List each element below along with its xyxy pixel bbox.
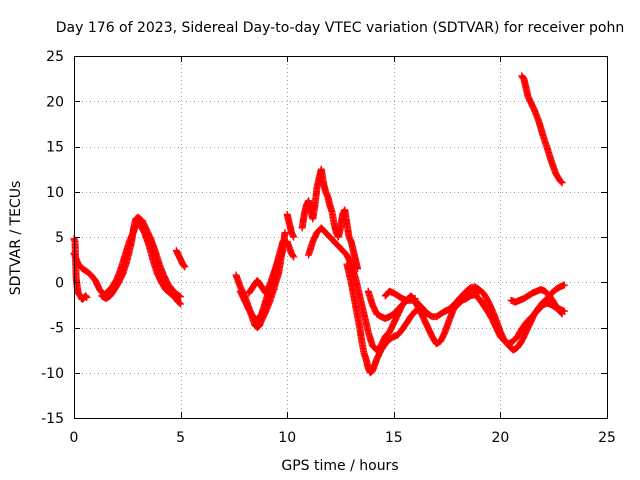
y-axis-label: SDTVAR / TECUs xyxy=(8,181,24,296)
data-marker xyxy=(180,262,188,270)
data-marker xyxy=(176,299,184,307)
series-arc-9 xyxy=(283,210,298,241)
data-point xyxy=(558,310,566,318)
data-point xyxy=(281,228,289,236)
y-tick-label: 20 xyxy=(46,94,64,110)
y-tick-label: -5 xyxy=(50,321,64,337)
series-arc-3 xyxy=(98,213,185,303)
data-point xyxy=(177,300,185,308)
y-tick-label: -10 xyxy=(41,366,64,382)
data-point xyxy=(177,293,185,301)
x-tick-label: 25 xyxy=(598,430,616,446)
axis-ticks: 0 5 10 15 20 25 -15 -10 -5 0 5 10 15 20 25 xyxy=(41,49,616,446)
data-marker xyxy=(557,309,565,317)
series-arc-12 xyxy=(305,224,419,354)
x-tick-label: 0 xyxy=(70,430,79,446)
x-tick-label: 20 xyxy=(491,430,509,446)
data-point xyxy=(181,263,189,271)
data-point xyxy=(270,285,278,293)
series-arc-7 xyxy=(245,247,287,297)
x-tick-label: 5 xyxy=(176,430,185,446)
series-arc-19 xyxy=(518,72,566,187)
y-tick-label: 15 xyxy=(46,140,64,156)
series-arc-15 xyxy=(381,287,419,304)
series-arc-17 xyxy=(445,291,568,348)
data-marker xyxy=(557,178,565,186)
x-axis-label: GPS time / hours xyxy=(281,458,398,474)
data-point xyxy=(290,253,298,261)
y-tick-label: 5 xyxy=(55,230,64,246)
data-point xyxy=(290,233,298,241)
y-tick-label: 0 xyxy=(55,275,64,291)
series-arc-11 xyxy=(298,165,362,273)
data-points xyxy=(70,72,568,377)
data-point xyxy=(558,179,566,187)
series-arc-8 xyxy=(270,285,278,293)
data-point xyxy=(83,294,91,302)
chart-title: Day 176 of 2023, Sidereal Day-to-day VTE… xyxy=(56,20,624,36)
data-point xyxy=(560,281,568,289)
series-arc-18 xyxy=(507,285,566,318)
x-tick-label: 15 xyxy=(385,430,403,446)
data-marker xyxy=(176,292,184,300)
data-point xyxy=(279,247,287,255)
x-tick-label: 10 xyxy=(278,430,296,446)
data-marker xyxy=(289,252,297,260)
series-arc-4 xyxy=(172,247,189,271)
series-arc-10 xyxy=(283,238,298,261)
y-tick-label: -15 xyxy=(41,411,64,427)
y-tick-label: 25 xyxy=(46,49,64,65)
y-tick-label: 10 xyxy=(46,185,64,201)
